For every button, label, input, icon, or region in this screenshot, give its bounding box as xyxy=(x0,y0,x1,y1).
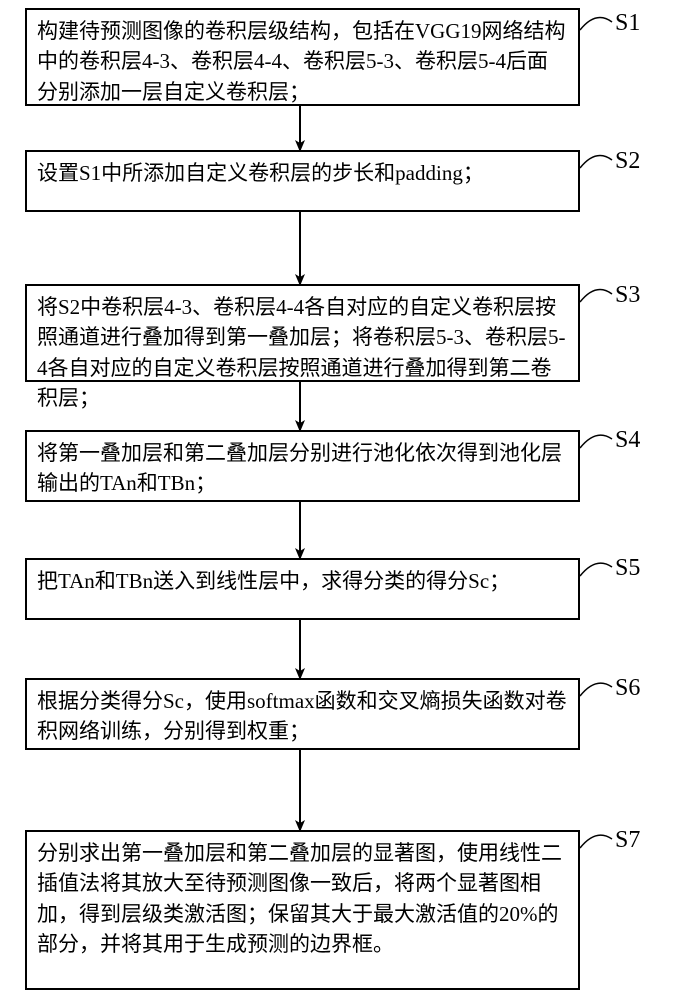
step-label-s2: S2 xyxy=(615,148,640,175)
step-box-s6: 根据分类得分Sc，使用softmax函数和交叉熵损失函数对卷积网络训练，分别得到… xyxy=(25,678,580,750)
label-connector xyxy=(580,835,612,848)
step-box-s7: 分别求出第一叠加层和第二叠加层的显著图，使用线性二插值法将其放大至待预测图像一致… xyxy=(25,830,580,990)
step-label-s1: S1 xyxy=(615,10,640,37)
step-box-s4: 将第一叠加层和第二叠加层分别进行池化依次得到池化层输出的TAn和TBn； xyxy=(25,430,580,502)
label-connector xyxy=(580,290,612,303)
step-text: 设置S1中所添加自定义卷积层的步长和padding； xyxy=(37,161,484,185)
label-connector xyxy=(580,435,612,448)
step-text: 将S2中卷积层4-3、卷积层4-4各自对应的自定义卷积层按照通道进行叠加得到第一… xyxy=(37,295,565,410)
step-box-s3: 将S2中卷积层4-3、卷积层4-4各自对应的自定义卷积层按照通道进行叠加得到第一… xyxy=(25,284,580,382)
step-label-text: S2 xyxy=(615,148,640,174)
label-connector xyxy=(580,683,612,696)
step-label-text: S5 xyxy=(615,555,640,581)
step-label-s3: S3 xyxy=(615,282,640,309)
step-label-s5: S5 xyxy=(615,555,640,582)
step-label-text: S7 xyxy=(615,827,640,853)
label-connector xyxy=(580,156,612,169)
step-box-s1: 构建待预测图像的卷积层级结构，包括在VGG19网络结构中的卷积层4-3、卷积层4… xyxy=(25,8,580,106)
step-text: 把TAn和TBn送入到线性层中，求得分类的得分Sc； xyxy=(37,569,510,593)
step-text: 将第一叠加层和第二叠加层分别进行池化依次得到池化层输出的TAn和TBn； xyxy=(37,441,562,495)
step-label-s7: S7 xyxy=(615,827,640,854)
label-connector xyxy=(580,563,612,576)
step-label-s4: S4 xyxy=(615,427,640,454)
step-text: 构建待预测图像的卷积层级结构，包括在VGG19网络结构中的卷积层4-3、卷积层4… xyxy=(37,19,566,104)
step-label-text: S3 xyxy=(615,282,640,308)
step-label-s6: S6 xyxy=(615,675,640,702)
flowchart-canvas: 构建待预测图像的卷积层级结构，包括在VGG19网络结构中的卷积层4-3、卷积层4… xyxy=(0,0,677,1000)
step-box-s5: 把TAn和TBn送入到线性层中，求得分类的得分Sc； xyxy=(25,558,580,620)
step-text: 根据分类得分Sc，使用softmax函数和交叉熵损失函数对卷积网络训练，分别得到… xyxy=(37,689,567,743)
step-label-text: S6 xyxy=(615,675,640,701)
step-text: 分别求出第一叠加层和第二叠加层的显著图，使用线性二插值法将其放大至待预测图像一致… xyxy=(37,841,562,956)
step-label-text: S4 xyxy=(615,427,640,453)
step-box-s2: 设置S1中所添加自定义卷积层的步长和padding； xyxy=(25,150,580,212)
step-label-text: S1 xyxy=(615,10,640,36)
label-connector xyxy=(580,18,612,31)
